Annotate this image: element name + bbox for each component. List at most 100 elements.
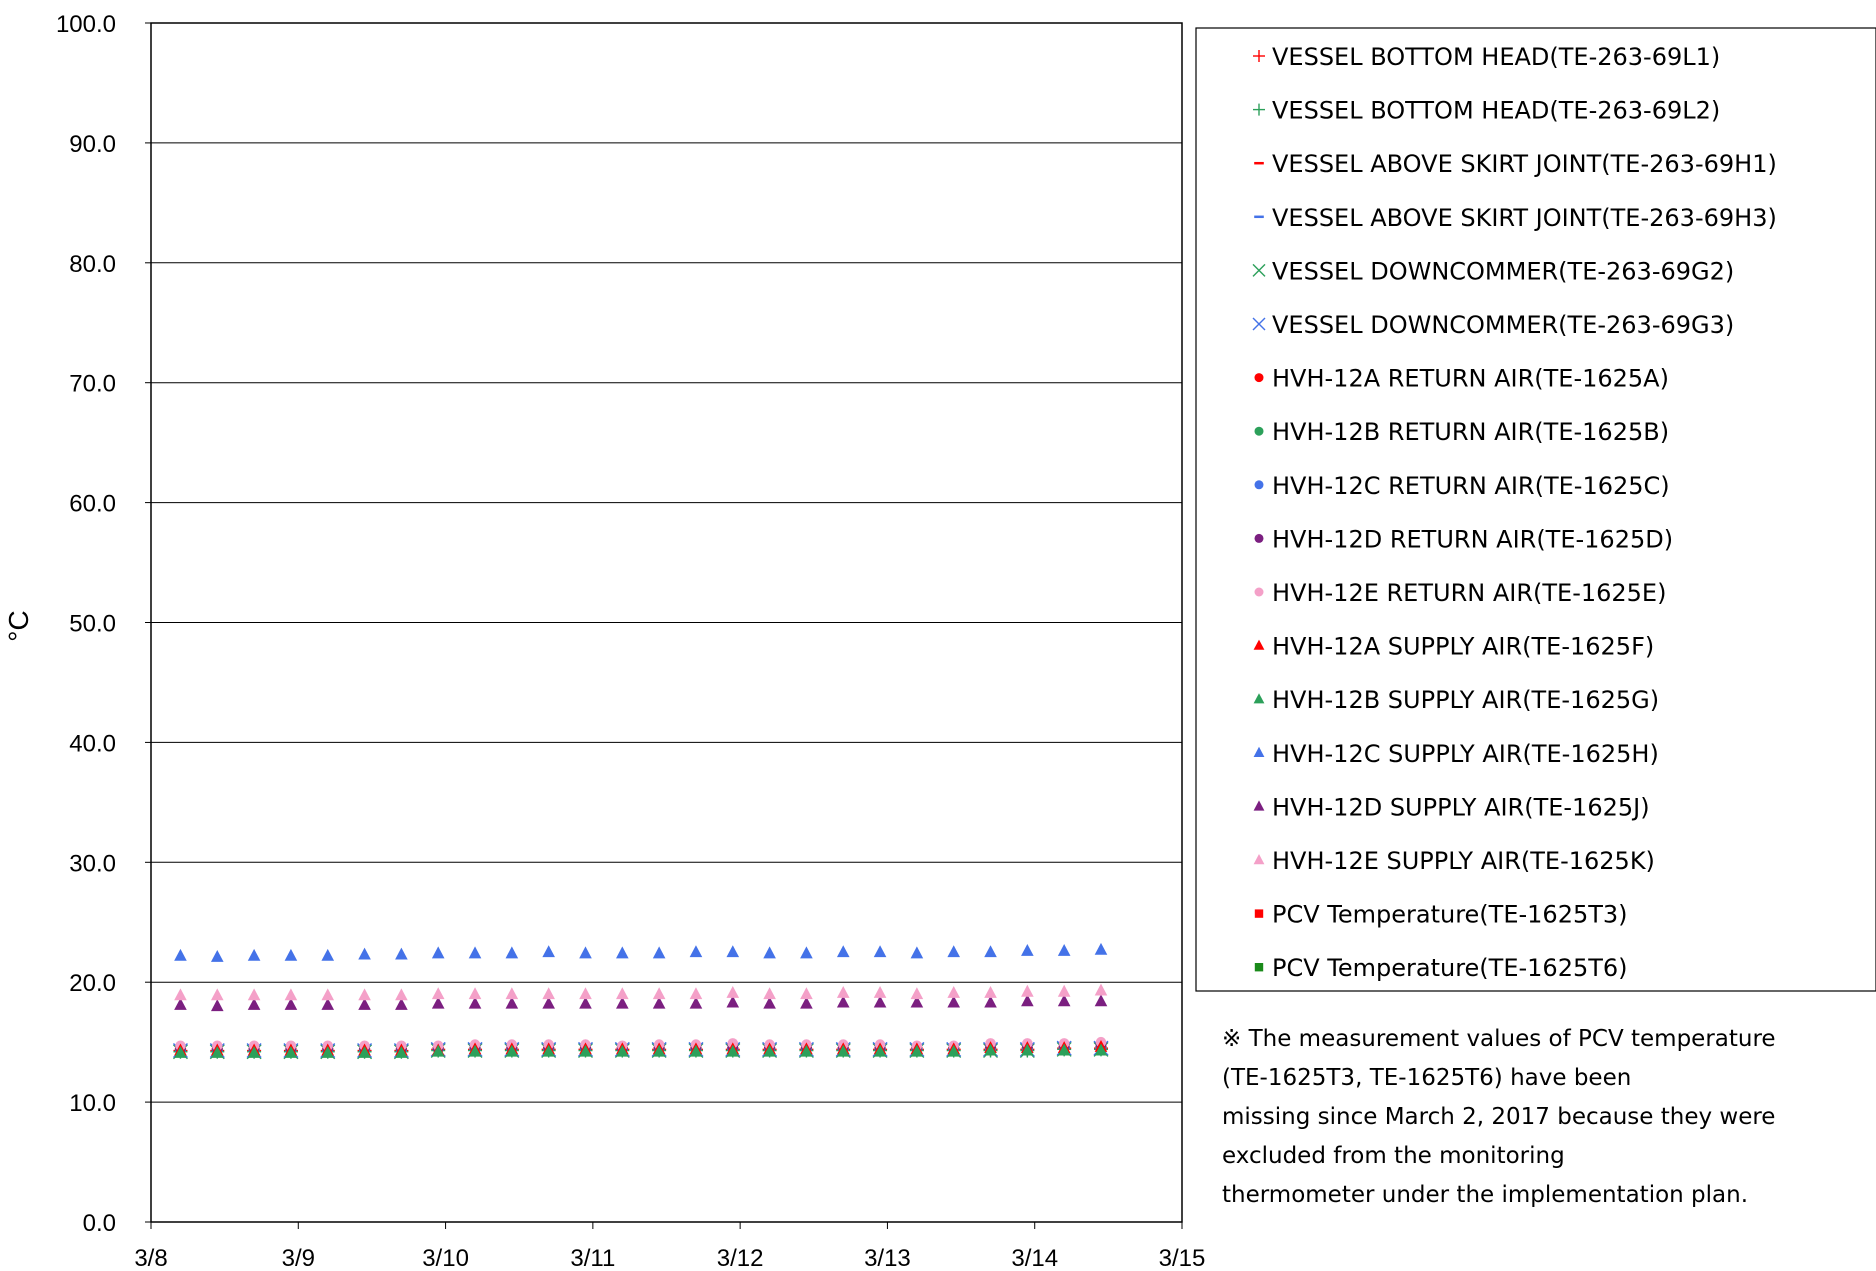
legend-label: HVH-12B RETURN AIR(TE-1625B) — [1272, 418, 1669, 446]
data-point — [542, 996, 555, 1009]
data-point — [1057, 984, 1071, 997]
x-tick-label: 3/13 — [864, 1245, 911, 1271]
data-point — [1094, 983, 1108, 996]
legend-label: VESSEL ABOVE SKIRT JOINT(TE-263-69H1) — [1272, 150, 1777, 178]
data-point — [579, 1044, 592, 1057]
series-7 — [175, 1038, 1107, 1053]
y-tick-label: 0.0 — [83, 1210, 116, 1237]
data-point — [836, 985, 850, 998]
data-point — [210, 1045, 224, 1058]
data-point — [1021, 994, 1034, 1007]
legend-item: HVH-12A RETURN AIR(TE-1625A) — [1254, 365, 1669, 393]
data-point — [505, 987, 519, 1000]
data-point — [579, 996, 592, 1009]
data-point — [873, 985, 887, 998]
data-point — [284, 988, 298, 1001]
legend-marker — [1253, 854, 1265, 865]
series-8 — [175, 1040, 1107, 1055]
x-axis-ticks: 3/8 3/9 3/10 3/11 3/12 3/13 3/14 3/15 — [134, 1222, 1205, 1271]
data-point — [800, 946, 813, 959]
data-point — [652, 946, 666, 959]
legend-item: HVH-12C RETURN AIR(TE-1625C) — [1254, 472, 1670, 500]
data-point — [431, 1044, 445, 1057]
legend-marker — [1253, 746, 1265, 757]
y-axis-ticks: 0.0 10.0 20.0 30.0 40.0 50.0 60.0 70.0 80.0 90.0 1… — [56, 11, 151, 1237]
x-tick-label: 3/15 — [1159, 1245, 1206, 1271]
data-point — [284, 997, 298, 1010]
data-point — [1094, 942, 1108, 955]
data-point — [247, 948, 261, 961]
data-point — [947, 985, 961, 998]
series-11 — [175, 1036, 1107, 1051]
data-point — [689, 987, 703, 1000]
data-point — [1057, 1043, 1071, 1056]
legend-item: HVH-12E RETURN AIR(TE-1625E) — [1254, 579, 1666, 607]
y-tick-label: 100.0 — [56, 11, 116, 38]
data-point — [1094, 1043, 1108, 1056]
data-point — [174, 988, 187, 1001]
x-tick-label: 3/8 — [134, 1245, 167, 1271]
series-12 — [174, 1039, 1108, 1056]
data-point — [689, 945, 703, 958]
note-line-3: missing since March 2, 2017 because they… — [1222, 1104, 1776, 1130]
legend-marker — [1253, 800, 1265, 811]
data-point — [395, 997, 408, 1010]
legend-marker — [1254, 587, 1264, 597]
data-point — [247, 1045, 261, 1058]
data-point — [247, 988, 261, 1001]
data-point — [984, 995, 997, 1008]
data-point — [873, 945, 887, 958]
data-point — [910, 995, 924, 1008]
data-point — [542, 987, 555, 1000]
data-point — [579, 987, 592, 1000]
legend-item: HVH-12C SUPPLY AIR(TE-1625H) — [1253, 740, 1659, 768]
legend-label: HVH-12E SUPPLY AIR(TE-1625K) — [1272, 847, 1655, 875]
note-line-1: ※ The measurement values of PCV temperat… — [1222, 1026, 1776, 1052]
measurement-note: ※ The measurement values of PCV temperat… — [1222, 1020, 1862, 1215]
data-point — [984, 985, 997, 998]
data-point — [616, 946, 629, 959]
data-point — [174, 1045, 187, 1058]
data-point — [947, 1044, 961, 1057]
series-4 — [174, 1046, 1107, 1052]
data-point — [616, 996, 629, 1009]
legend-item: VESSEL BOTTOM HEAD(TE-263-69L1) — [1253, 43, 1720, 71]
data-point — [726, 945, 740, 958]
data-point — [763, 987, 776, 1000]
y-tick-label: 50.0 — [69, 611, 116, 638]
note-line-5: thermometer under the implementation pla… — [1222, 1182, 1749, 1208]
legend-marker — [1253, 50, 1265, 62]
legend-marker — [1254, 426, 1264, 436]
x-tick-label: 3/14 — [1011, 1245, 1058, 1271]
legend-item: HVH-12A SUPPLY AIR(TE-1625F) — [1253, 633, 1654, 661]
data-points — [172, 942, 1109, 1060]
data-point — [321, 948, 335, 961]
data-point — [836, 995, 850, 1008]
data-point — [358, 1045, 371, 1058]
legend-item: HVH-12D SUPPLY AIR(TE-1625J) — [1253, 793, 1650, 821]
y-tick-label: 30.0 — [69, 850, 116, 877]
legend-label: PCV Temperature(TE-1625T6) — [1272, 954, 1628, 982]
y-tick-label: 90.0 — [69, 131, 116, 158]
data-point — [505, 996, 519, 1009]
data-point — [984, 945, 997, 958]
series-15 — [174, 994, 1108, 1012]
data-point — [947, 995, 961, 1008]
data-point — [726, 995, 740, 1008]
legend-item: HVH-12B SUPPLY AIR(TE-1625G) — [1253, 686, 1659, 714]
data-point — [468, 987, 482, 1000]
legend-label: HVH-12C SUPPLY AIR(TE-1625H) — [1272, 740, 1659, 768]
x-tick-label: 3/11 — [570, 1245, 615, 1271]
data-point — [836, 945, 850, 958]
legend-marker — [1254, 909, 1264, 918]
data-point — [321, 1045, 335, 1058]
data-point — [468, 1044, 482, 1057]
series-10 — [175, 1039, 1107, 1054]
data-point — [800, 996, 813, 1009]
legend-label: HVH-12D SUPPLY AIR(TE-1625J) — [1272, 793, 1650, 821]
legend-item: VESSEL DOWNCOMMER(TE-263-69G3) — [1252, 311, 1734, 339]
data-point — [947, 945, 961, 958]
data-point — [910, 987, 924, 1000]
data-point — [763, 1044, 776, 1057]
legend-marker — [1254, 963, 1264, 972]
